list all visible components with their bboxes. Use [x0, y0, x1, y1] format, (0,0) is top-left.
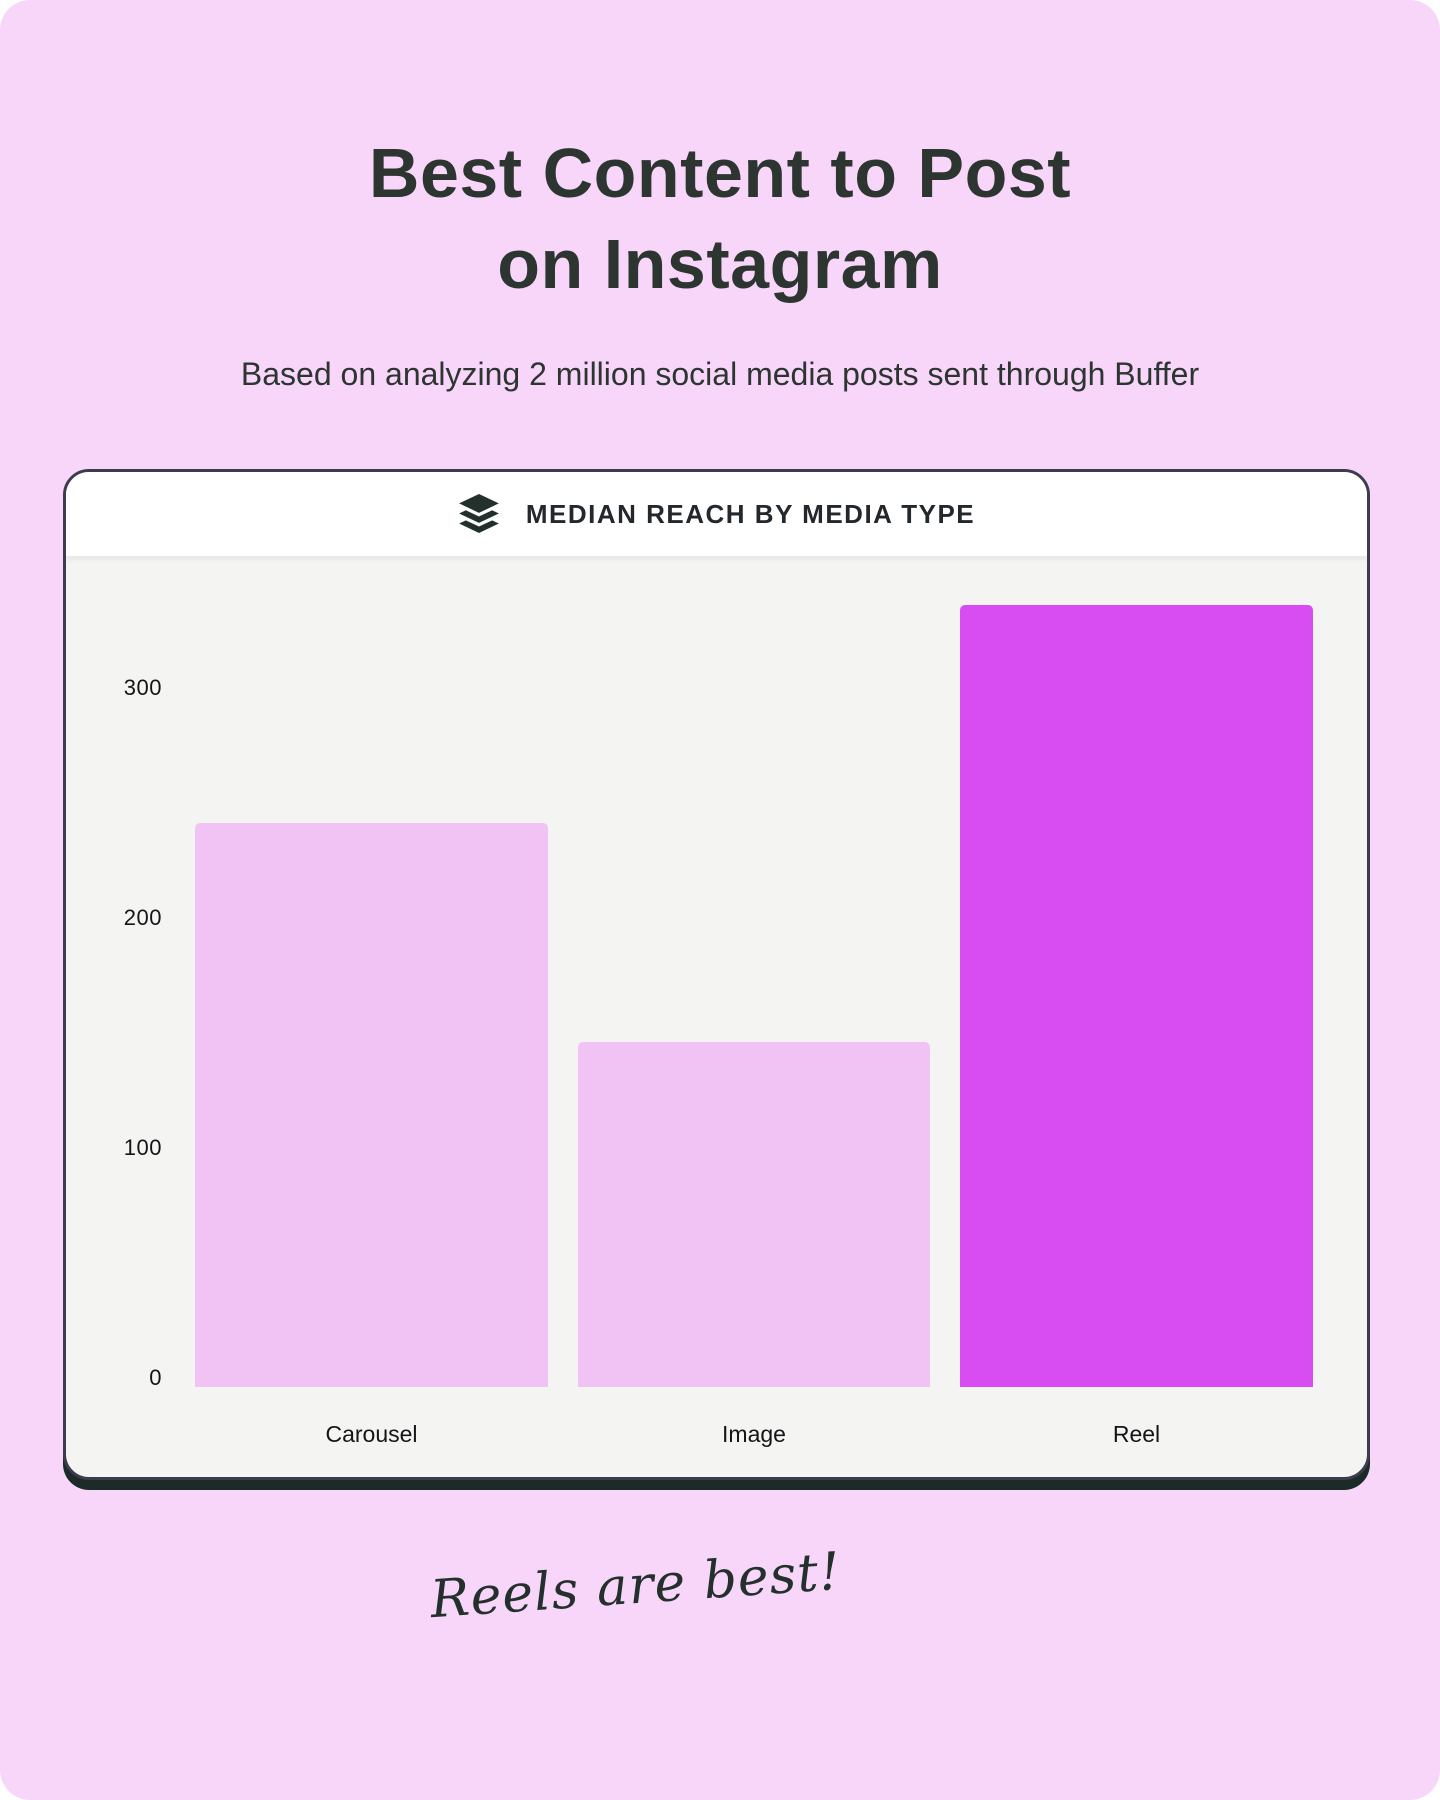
- bar-column-carousel: Carousel: [195, 557, 548, 1477]
- page-title-line2: on Instagram: [497, 225, 943, 303]
- bar-image: [578, 1042, 930, 1387]
- chart-card-header: MEDIAN REACH BY MEDIA TYPE: [66, 472, 1367, 557]
- page-title: Best Content to Post on Instagram: [0, 128, 1440, 310]
- y-tick-label: 100: [123, 1135, 162, 1160]
- bar-carousel: [195, 823, 548, 1387]
- y-tick-label: 200: [123, 905, 162, 930]
- page-subtitle: Based on analyzing 2 million social medi…: [240, 356, 1200, 392]
- page-title-line1: Best Content to Post: [368, 134, 1072, 212]
- x-label-carousel: Carousel: [325, 1421, 418, 1447]
- y-tick-label: 0: [149, 1365, 162, 1390]
- y-tick-label: 300: [123, 675, 162, 700]
- y-axis: 0 100 200 300: [66, 557, 162, 1477]
- chart-title: MEDIAN REACH BY MEDIA TYPE: [525, 498, 976, 529]
- x-label-reel: Reel: [1112, 1421, 1161, 1447]
- bar-column-reel: Reel: [960, 557, 1313, 1477]
- bar-reel: [960, 605, 1313, 1387]
- buffer-layers-icon: [458, 494, 499, 533]
- chart-card: MEDIAN REACH BY MEDIA TYPE 0 100 200 300 Ca…: [63, 469, 1370, 1480]
- bar-chart: 0 100 200 300 Carousel Image Reel: [66, 557, 1367, 1477]
- bar-column-image: Image: [578, 557, 930, 1477]
- x-label-image: Image: [722, 1421, 786, 1447]
- annotation-text: Reels are best!: [428, 1541, 843, 1631]
